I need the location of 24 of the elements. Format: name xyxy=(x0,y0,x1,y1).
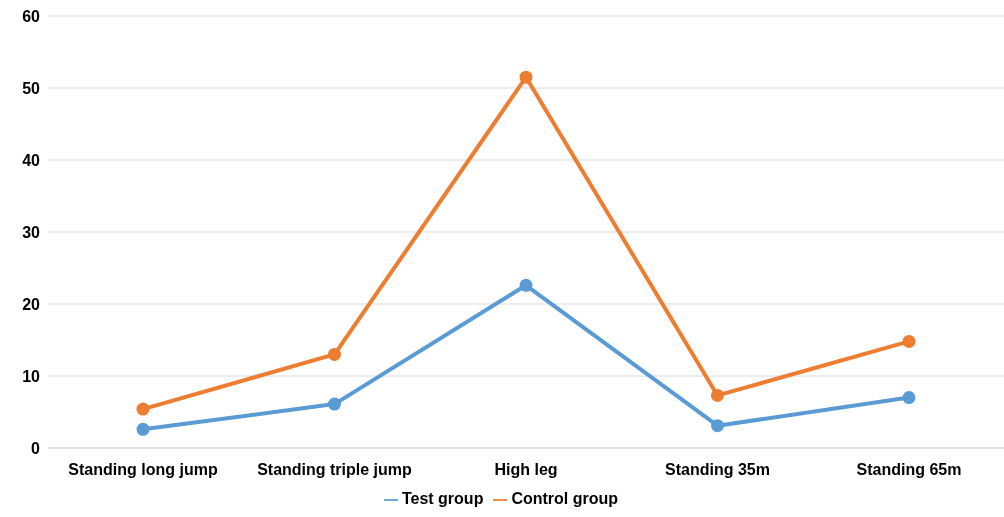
point xyxy=(136,402,150,416)
point xyxy=(136,422,150,436)
point xyxy=(519,70,533,84)
point xyxy=(328,347,341,361)
legend-label: Test group xyxy=(401,490,484,507)
y-tick-label: 10 xyxy=(22,367,41,385)
point xyxy=(902,391,916,405)
y-tick-label: 60 xyxy=(22,7,41,25)
x-tick-label: Standing 65m xyxy=(856,461,962,479)
x-tick-label: High leg xyxy=(494,461,558,479)
x-tick-label: Standing 35m xyxy=(665,461,770,479)
point xyxy=(328,397,341,411)
y-tick-label: 40 xyxy=(22,151,41,169)
y-tick-label: 20 xyxy=(22,295,41,313)
legend-label: Control group xyxy=(511,490,619,507)
y-tick-label: 50 xyxy=(22,79,41,97)
point xyxy=(711,419,724,433)
y-tick-label: 30 xyxy=(22,223,41,241)
point xyxy=(711,388,724,402)
point xyxy=(519,278,533,292)
x-tick-label: Standing long jump xyxy=(68,461,218,479)
y-tick-label: 0 xyxy=(31,439,41,457)
point xyxy=(902,334,916,348)
x-tick-label: Standing triple jump xyxy=(257,461,413,479)
